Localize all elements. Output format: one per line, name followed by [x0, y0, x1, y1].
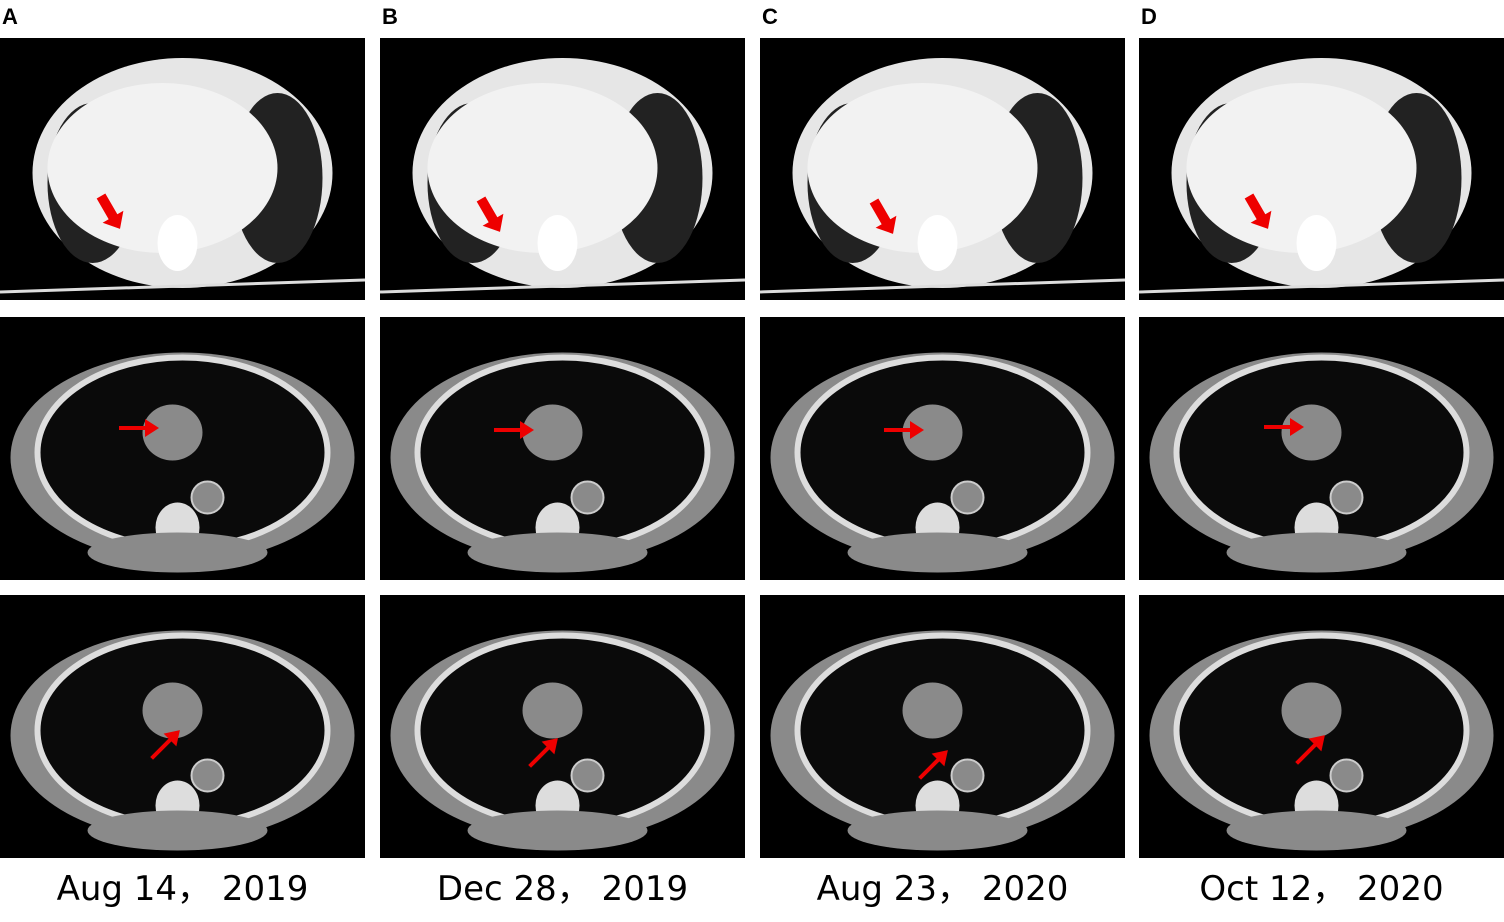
- red-arrow: [1244, 193, 1272, 229]
- liver: [807, 83, 1038, 253]
- panel-label: B: [382, 4, 398, 29]
- desc-aorta: [570, 480, 605, 515]
- table: [379, 278, 746, 294]
- back-muscle: [87, 532, 268, 573]
- aorta: [902, 682, 963, 739]
- desc-aorta: [1329, 480, 1364, 515]
- arrow-head: [520, 421, 534, 439]
- ct-scan: [380, 595, 745, 858]
- desc-aorta: [950, 758, 985, 793]
- ct-scan: [0, 317, 365, 580]
- red-arrow: [1264, 418, 1304, 436]
- aorta: [1281, 404, 1342, 461]
- ct-scan: [1139, 595, 1504, 858]
- panel-label: C: [762, 4, 778, 29]
- back-muscle: [467, 810, 648, 851]
- red-arrow: [476, 196, 504, 232]
- arrow-head: [910, 421, 924, 439]
- arrow-head: [931, 750, 948, 767]
- ct-scan: [379, 38, 746, 300]
- ct-scan: [759, 38, 1126, 300]
- red-arrow: [119, 419, 159, 437]
- scan-date: Aug 14， 2019: [57, 869, 309, 909]
- aorta: [902, 404, 963, 461]
- red-arrow: [884, 421, 924, 439]
- back-muscle: [87, 810, 268, 851]
- back-muscle: [1226, 810, 1407, 851]
- red-arrow: [1295, 735, 1325, 765]
- arrow-shape: [869, 198, 897, 234]
- liver: [1186, 83, 1417, 253]
- arrow-head: [1290, 418, 1304, 436]
- ct-scan: [1138, 38, 1504, 300]
- spine: [157, 215, 198, 271]
- red-arrow: [96, 193, 124, 229]
- spine: [917, 215, 958, 271]
- back-muscle: [847, 532, 1028, 573]
- scan-date: Dec 28， 2019: [437, 869, 688, 909]
- panel-label: A: [2, 4, 18, 29]
- arrow-head: [541, 738, 558, 755]
- panel-label: D: [1141, 4, 1157, 29]
- ct-scan: [760, 595, 1125, 858]
- ct-scan: [760, 317, 1125, 580]
- ct-scan: [0, 595, 365, 858]
- table: [1138, 278, 1504, 294]
- arrow-shape: [96, 193, 124, 229]
- arrow-head: [145, 419, 159, 437]
- red-arrow: [918, 750, 948, 780]
- scan-date: Aug 23， 2020: [817, 869, 1069, 909]
- back-muscle: [847, 810, 1028, 851]
- ct-scan: [0, 38, 366, 300]
- table: [0, 278, 366, 294]
- desc-aorta: [190, 758, 225, 793]
- ct-scan: [380, 317, 745, 580]
- red-arrow: [150, 730, 180, 760]
- aorta: [142, 682, 203, 739]
- spine: [537, 215, 578, 271]
- arrow-head: [163, 730, 180, 747]
- desc-aorta: [570, 758, 605, 793]
- red-arrow: [494, 421, 534, 439]
- spine: [1296, 215, 1337, 271]
- aorta: [522, 404, 583, 461]
- red-arrow: [528, 738, 558, 768]
- aorta: [1281, 682, 1342, 739]
- back-muscle: [467, 532, 648, 573]
- arrow-head: [1308, 735, 1325, 752]
- arrow-shape: [1244, 193, 1272, 229]
- desc-aorta: [950, 480, 985, 515]
- back-muscle: [1226, 532, 1407, 573]
- aorta: [522, 682, 583, 739]
- aorta: [142, 404, 203, 461]
- desc-aorta: [1329, 758, 1364, 793]
- table: [759, 278, 1126, 294]
- desc-aorta: [190, 480, 225, 515]
- ct-scan: [1139, 317, 1504, 580]
- arrow-shape: [476, 196, 504, 232]
- scan-date: Oct 12， 2020: [1199, 869, 1443, 909]
- red-arrow: [869, 198, 897, 234]
